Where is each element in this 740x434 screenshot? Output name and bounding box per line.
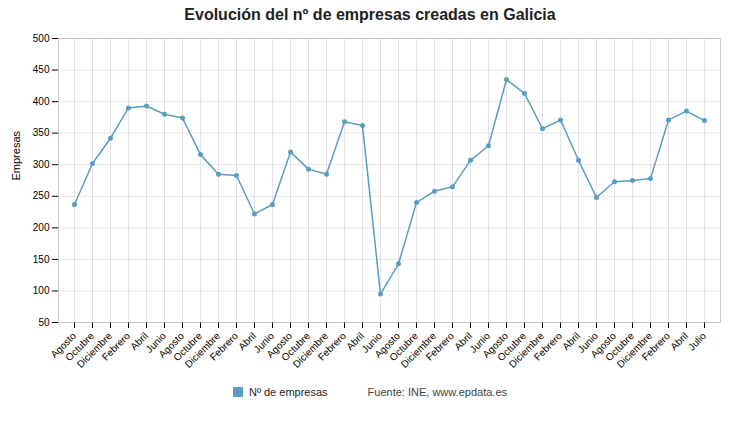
svg-text:Octubre: Octubre [63, 330, 97, 364]
html-text:Evolución del nº de empresas c: Evolución del nº de empresas creadas en … [184, 6, 556, 23]
svg-text:Junio: Junio [467, 330, 493, 355]
svg-text:50: 50 [38, 317, 50, 328]
svg-text:Diciembre: Diciembre [398, 330, 439, 370]
svg-text:Febrero: Febrero [208, 330, 241, 363]
svg-text:Febrero: Febrero [640, 330, 673, 363]
svg-text:Abril: Abril [128, 330, 151, 353]
svg-text:Junio: Junio [143, 330, 169, 355]
svg-text:Empresas: Empresas [10, 130, 22, 180]
svg-text:500: 500 [33, 33, 50, 44]
svg-text:400: 400 [33, 96, 50, 107]
svg-text:Diciembre: Diciembre [74, 330, 115, 370]
svg-text:Octubre: Octubre [603, 330, 637, 364]
svg-text:Abril: Abril [344, 330, 367, 353]
svg-text:Febrero: Febrero [100, 330, 133, 363]
svg-text:100: 100 [33, 285, 50, 296]
html-text:Fuente: INE, www.epdata.es: Fuente: INE, www.epdata.es [367, 386, 507, 398]
svg-text:Diciembre: Diciembre [290, 330, 331, 370]
svg-text:Octubre: Octubre [279, 330, 313, 364]
svg-text:Agosto: Agosto [264, 330, 295, 360]
svg-text:Junio: Junio [359, 330, 385, 355]
svg-text:Octubre: Octubre [387, 330, 421, 364]
svg-text:Junio: Junio [575, 330, 601, 355]
html-text:Nº de empresas: Nº de empresas [249, 386, 328, 398]
svg-text:Agosto: Agosto [480, 330, 511, 360]
svg-text:Abril: Abril [560, 330, 583, 353]
svg-text:Abril: Abril [452, 330, 475, 353]
svg-text:Agosto: Agosto [588, 330, 619, 360]
svg-text:Febrero: Febrero [316, 330, 349, 363]
svg-text:Abril: Abril [668, 330, 690, 352]
svg-text:150: 150 [33, 254, 50, 265]
svg-text:200: 200 [33, 222, 50, 233]
svg-text:300: 300 [33, 159, 50, 170]
svg-text:Febrero: Febrero [532, 330, 565, 363]
svg-text:Diciembre: Diciembre [182, 330, 223, 370]
svg-text:250: 250 [33, 190, 50, 201]
svg-text:Diciembre: Diciembre [614, 330, 655, 370]
svg-text:Agosto: Agosto [48, 330, 79, 360]
svg-text:Agosto: Agosto [156, 330, 187, 360]
svg-text:Octubre: Octubre [495, 330, 529, 364]
svg-text:Octubre: Octubre [171, 330, 205, 364]
svg-text:350: 350 [33, 127, 50, 138]
svg-text:Febrero: Febrero [424, 330, 457, 363]
svg-text:Diciembre: Diciembre [506, 330, 547, 370]
svg-text:Abril: Abril [236, 330, 259, 353]
svg-text:Agosto: Agosto [372, 330, 403, 360]
svg-text:Junio: Junio [251, 330, 277, 355]
svg-text:Julio: Julio [686, 330, 709, 353]
svg-text:450: 450 [33, 64, 50, 75]
